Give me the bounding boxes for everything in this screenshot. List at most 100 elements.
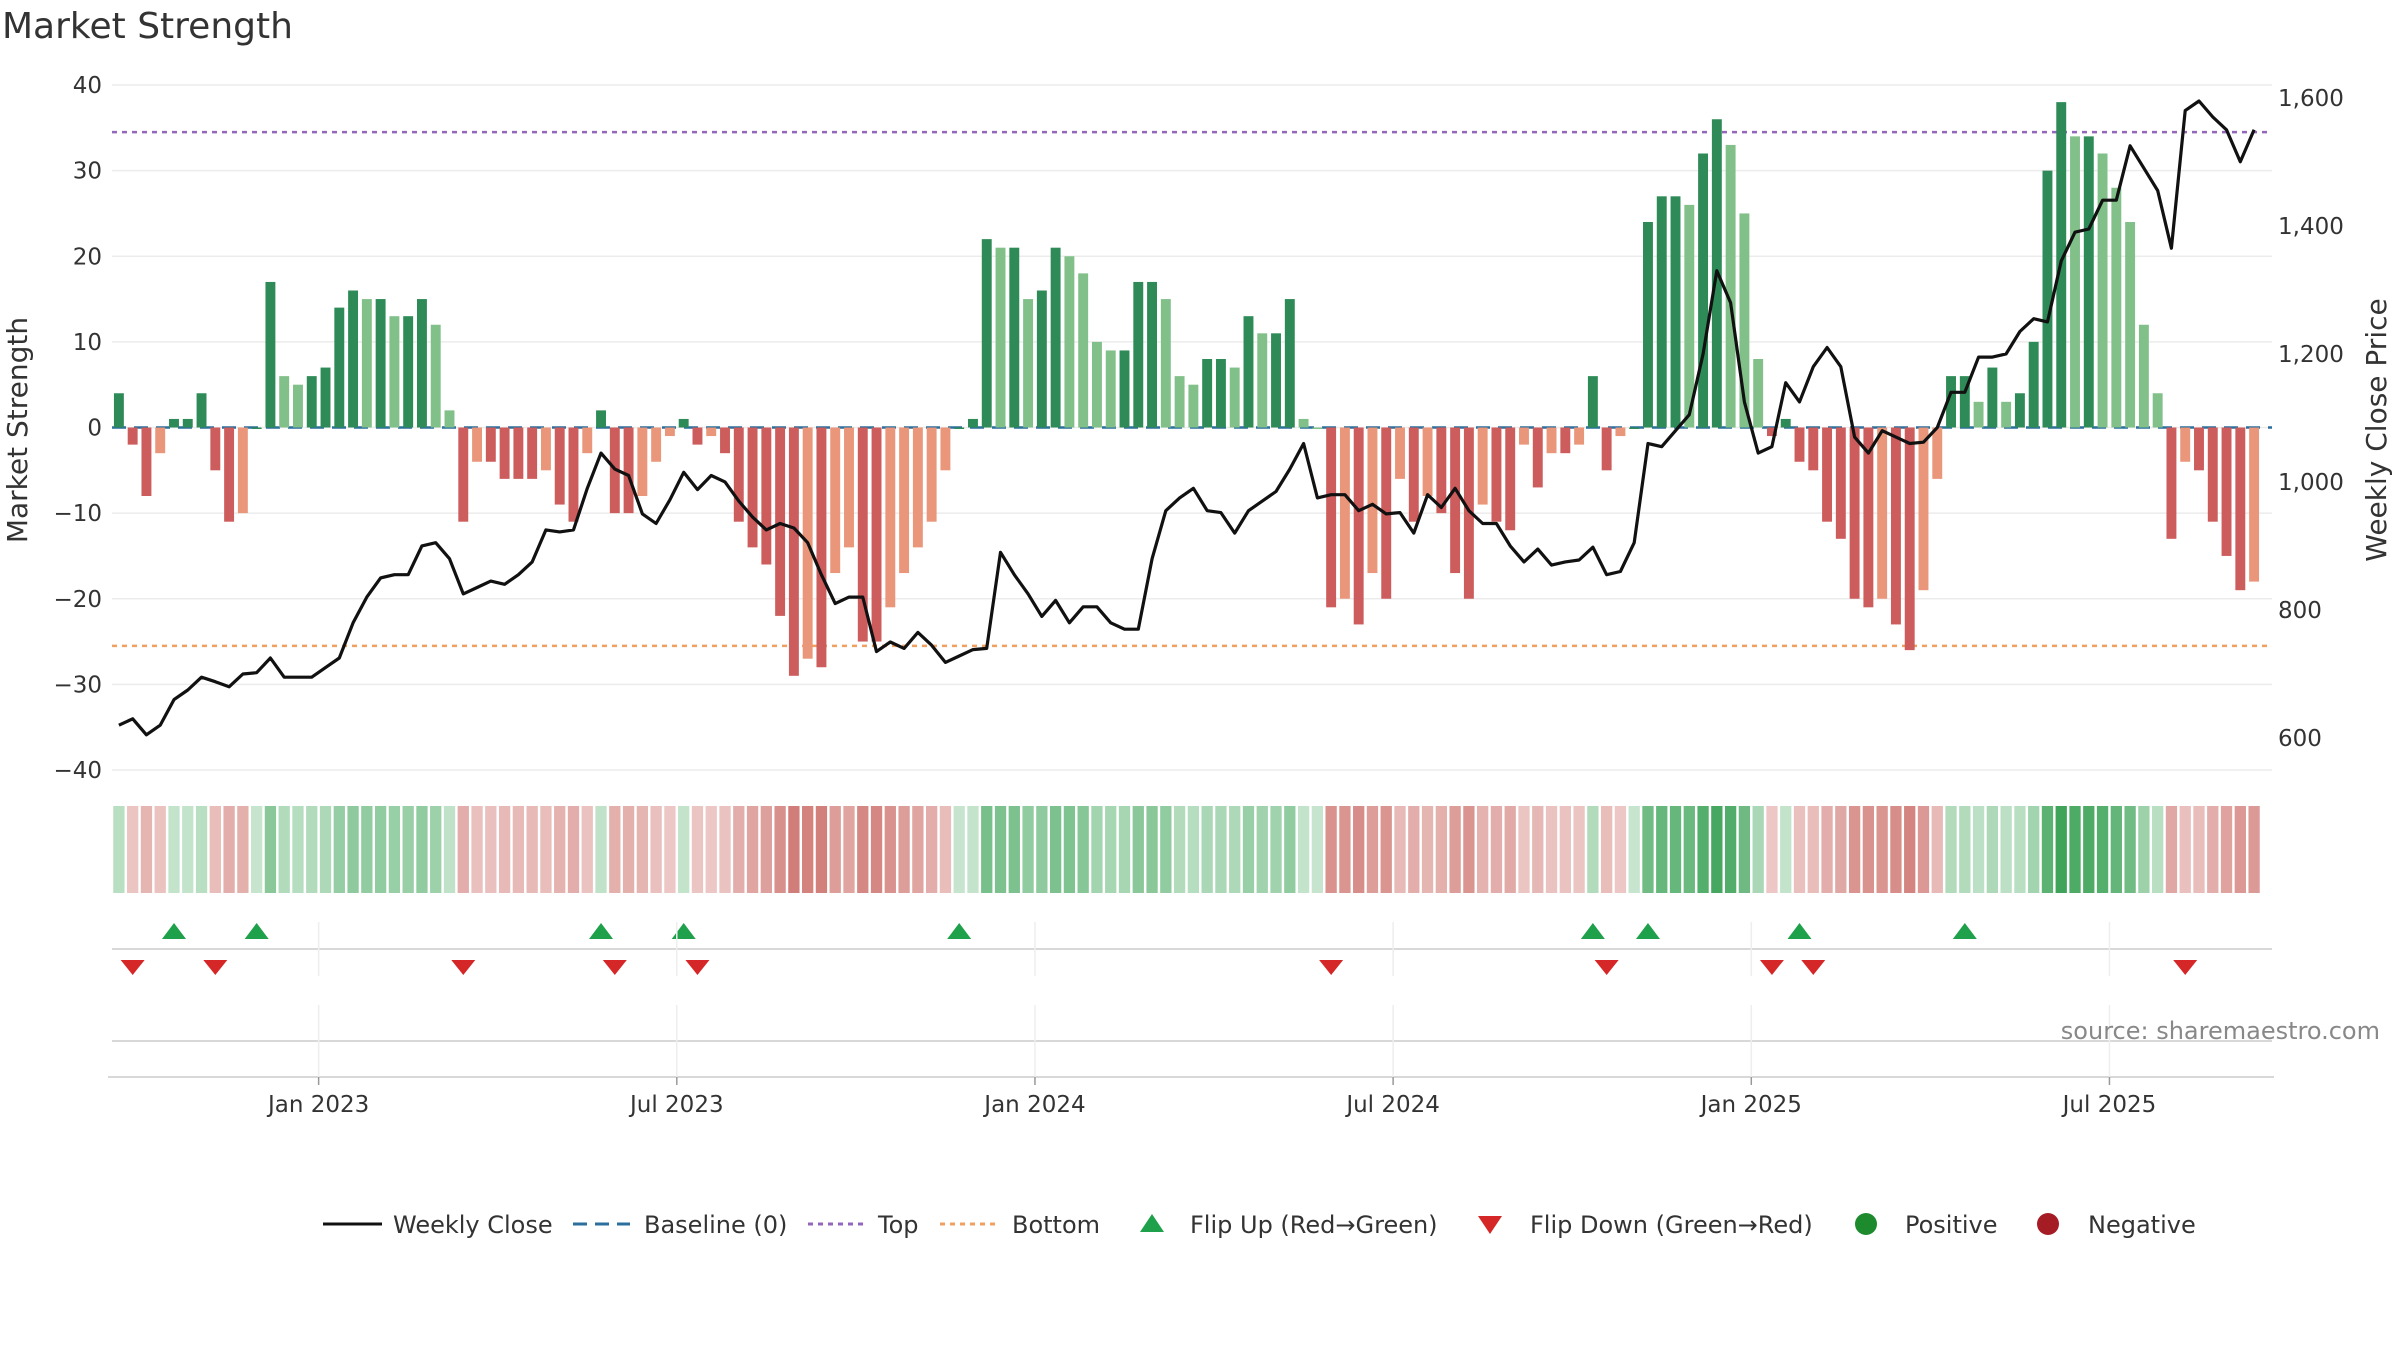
regime-strip-cell [140,806,153,893]
strength-bar [2083,136,2094,428]
regime-strip-cell [2000,806,2012,893]
regime-strip-cell [471,806,483,893]
strength-bar [981,239,992,428]
strength-bar [237,427,248,514]
legend-swatch-negative [2037,1213,2059,1235]
flip-down-marker [1801,960,1826,975]
strength-bars [113,102,2260,676]
strength-bar [527,427,538,479]
strength-bar [1615,427,1626,437]
y-tick-label: 0 [87,416,102,442]
regime-strip [113,806,2260,893]
x-tick-label: Jan 2024 [982,1092,1085,1118]
regime-strip-cell [1077,806,1089,893]
regime-strip-cell [1848,806,1861,893]
regime-strip-cell [1311,806,1324,893]
regime-strip-cell [1353,806,1365,893]
strength-bar [1946,376,1956,428]
regime-strip-cell [1201,806,1213,893]
legend-swatch-flip-down [1478,1216,1502,1234]
regime-strip-cell [691,806,704,893]
strength-bar [1271,333,1281,428]
regime-strip-cell [1532,806,1544,893]
strength-bar [1877,427,1888,599]
regime-strip-cell [733,806,745,893]
regime-strip-cell [1559,806,1571,893]
strength-bar [1546,427,1557,454]
strength-bar [995,247,1006,428]
regime-strip-cell [650,806,662,893]
regime-strip-cell [1449,806,1461,893]
legend-swatch-flip-up [1140,1214,1164,1232]
regime-strip-cell [1380,806,1392,893]
strength-bar [1739,213,1750,428]
regime-strip-cell [457,806,469,893]
y2-tick-label: 1,400 [2278,214,2344,240]
regime-strip-cell [195,806,208,893]
strength-bar [2221,427,2232,556]
strength-bar [141,427,152,496]
strength-bar [210,427,221,471]
flip-down-marker [1594,960,1619,975]
regime-strip-cell [953,806,965,893]
regime-strip-cell [912,806,924,893]
strength-bar [499,427,510,479]
regime-strip-cell [1793,806,1806,893]
regime-strip-cell [2138,806,2150,893]
legend-weekly-close: Weekly Close [393,1211,553,1239]
strength-bar [1147,281,1158,428]
regime-strip-cell [1297,806,1310,893]
strength-bar [1312,427,1323,429]
x-tick-label: Jan 2023 [266,1092,369,1118]
regime-strip-cell [664,806,676,893]
strength-bar [1119,350,1130,428]
strength-bar [1091,341,1102,428]
strength-bar [513,427,524,479]
strength-bar [1574,427,1585,445]
regime-strip-cell [1063,806,1076,893]
strength-bar [251,427,262,429]
strength-bar [2207,427,2218,522]
regime-strip-cell [746,806,759,893]
strength-bar [403,316,414,428]
strength-bar [169,418,179,428]
regime-strip-cell [1284,806,1296,893]
regime-strip-cell [250,806,263,893]
strength-bar [1064,256,1075,428]
strength-bar [293,384,303,428]
weekly-close-series [118,99,2256,737]
strength-bar [1987,367,1998,428]
strength-bar [788,427,799,676]
strength-bar [1698,153,1709,428]
regime-strip-cell [815,806,828,893]
strength-bar [1229,367,1240,428]
strength-bar [1519,427,1529,445]
regime-strip-cell [2179,806,2191,893]
regime-strip-cell [526,806,538,893]
regime-strip-cell [1366,806,1379,893]
regime-strip-cell [2193,806,2205,893]
regime-strip-cell [884,806,896,893]
strength-bar [1601,427,1612,471]
strength-bar [1463,427,1474,599]
y2-tick-label: 1,600 [2278,86,2344,112]
y-tick-label: −30 [53,672,102,698]
strength-bar [912,427,923,548]
regime-strip-cell [1876,806,1888,893]
regime-strip-cell [443,806,456,893]
strength-bar [2014,393,2025,428]
flip-up-marker [244,923,269,939]
strength-bar [1395,427,1405,479]
strength-bar [540,427,551,471]
regime-strip-cell [1986,806,1999,893]
regime-strip-cell [2055,806,2067,893]
strength-bar [1725,144,1736,428]
strength-bar [1890,427,1901,625]
regime-strip-cell [1132,806,1144,893]
regime-strip-cell [1105,806,1117,893]
strength-bar [1560,427,1571,454]
strength-bar [1587,376,1598,428]
strength-bar [2070,136,2080,428]
regime-strip-cell [1008,806,1020,893]
regime-strip-cell [1518,806,1530,893]
